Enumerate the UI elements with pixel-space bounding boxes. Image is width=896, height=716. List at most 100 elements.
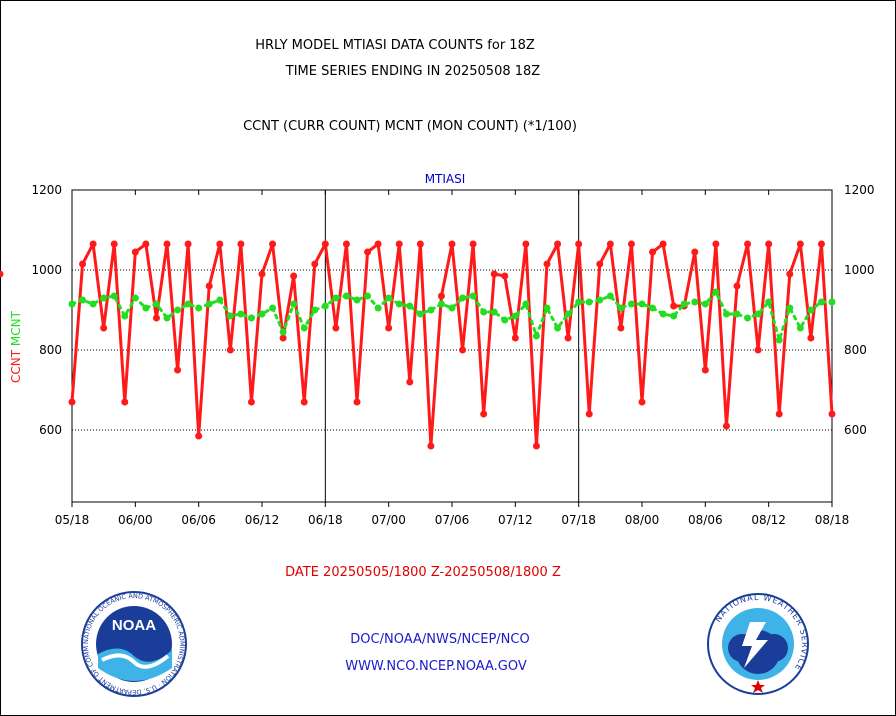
data-point-mcnt [469,292,477,300]
data-point-ccnt [638,398,646,406]
data-point-mcnt [817,298,825,306]
data-point-ccnt [796,240,804,248]
data-point-mcnt [279,328,287,336]
data-point-mcnt [480,308,488,316]
data-point-mcnt [786,304,794,312]
data-point-ccnt [532,442,540,450]
data-point-mcnt [649,304,657,312]
data-point-mcnt [670,312,678,320]
data-point-mcnt [195,304,203,312]
data-point-ccnt [585,410,593,418]
data-point-ccnt [300,398,308,406]
y-axis-label: CCNT MCNT [9,310,23,383]
data-point-mcnt [617,304,625,312]
x-tick-label: 07/18 [561,513,596,527]
data-point-mcnt [448,304,456,312]
y-tick-label-left: 600 [39,423,62,437]
chart-subtitle: CCNT (CURR COUNT) MCNT (MON COUNT) (*1/1… [243,119,577,134]
data-point-ccnt [469,240,477,248]
data-point-mcnt [321,302,329,310]
data-point-mcnt [258,310,266,318]
data-point-mcnt [374,304,382,312]
data-point-ccnt [575,240,583,248]
data-point-ccnt [522,240,530,248]
data-point-ccnt [670,302,678,310]
data-point-ccnt [627,240,635,248]
data-point-mcnt [596,296,604,304]
x-tick-label: 08/18 [815,513,850,527]
data-point-ccnt [142,240,150,248]
data-point-mcnt [765,298,773,306]
data-point-mcnt [68,300,76,308]
data-point-ccnt [216,240,224,248]
data-point-mcnt [142,304,150,312]
data-point-mcnt [796,324,804,332]
y-axis-label-part: CCNT [9,349,23,383]
chart-title-line1: HRLY MODEL MTIASI DATA COUNTS for 18Z [255,38,535,53]
data-point-ccnt [691,248,699,256]
data-point-mcnt [564,310,572,318]
data-point-mcnt [290,300,298,308]
x-tick-label: 06/12 [245,513,280,527]
data-point-ccnt [427,442,435,450]
data-point-mcnt [701,300,709,308]
data-point-ccnt [490,270,498,278]
data-point-mcnt [712,288,720,296]
plot-area [71,189,833,503]
x-tick-label: 07/06 [435,513,470,527]
data-point-mcnt [89,300,97,308]
data-point-mcnt [406,302,414,310]
data-point-ccnt [131,248,139,256]
series-line-ccnt [70,242,834,448]
x-tick-label: 07/00 [371,513,406,527]
data-point-mcnt [311,306,319,314]
data-point-ccnt [501,272,509,280]
data-point-ccnt [754,346,762,354]
chart-title-line2: TIME SERIES ENDING IN 20250508 18Z [285,64,541,79]
data-point-mcnt [585,298,593,306]
data-point-ccnt [110,240,118,248]
data-point-mcnt [744,314,752,322]
data-point-ccnt [195,432,203,440]
data-point-mcnt [205,300,213,308]
data-point-ccnt [290,272,298,280]
data-point-mcnt [659,310,667,318]
data-point-ccnt [416,240,424,248]
y-tick-label-right: 800 [844,343,867,357]
data-point-ccnt [332,324,340,332]
data-point-mcnt [828,298,836,306]
y-tick-label-right: 1200 [844,183,875,197]
data-point-mcnt [532,332,540,340]
y-tick-label-left: 1000 [31,263,62,277]
data-point-ccnt [237,240,245,248]
data-point-ccnt [385,324,393,332]
data-point-mcnt [342,292,350,300]
y-tick-label-right: 1000 [844,263,875,277]
noaa-logo-text: NOAA [112,617,156,634]
data-point-ccnt [817,240,825,248]
data-point-ccnt [511,334,519,342]
data-point-mcnt [722,310,730,318]
data-point-ccnt [722,422,730,430]
data-point-ccnt [828,410,836,418]
data-point-mcnt [627,300,635,308]
data-point-mcnt [606,292,614,300]
data-point-ccnt [152,314,160,322]
data-point-ccnt [353,398,361,406]
data-point-mcnt [807,306,815,314]
data-point-mcnt [754,310,762,318]
data-point-ccnt [775,410,783,418]
data-point-ccnt [406,378,414,386]
data-point-ccnt [701,366,709,374]
data-point-ccnt [617,324,625,332]
data-point-ccnt [163,240,171,248]
x-tick-label: 06/00 [118,513,153,527]
data-point-mcnt [226,312,234,320]
date-range-label: DATE 20250505/1800 Z-20250508/1800 Z [285,565,561,580]
data-point-mcnt [79,296,87,304]
x-tick-label: 08/12 [751,513,786,527]
data-point-mcnt [163,314,171,322]
data-point-ccnt [342,240,350,248]
data-point-mcnt [416,310,424,318]
